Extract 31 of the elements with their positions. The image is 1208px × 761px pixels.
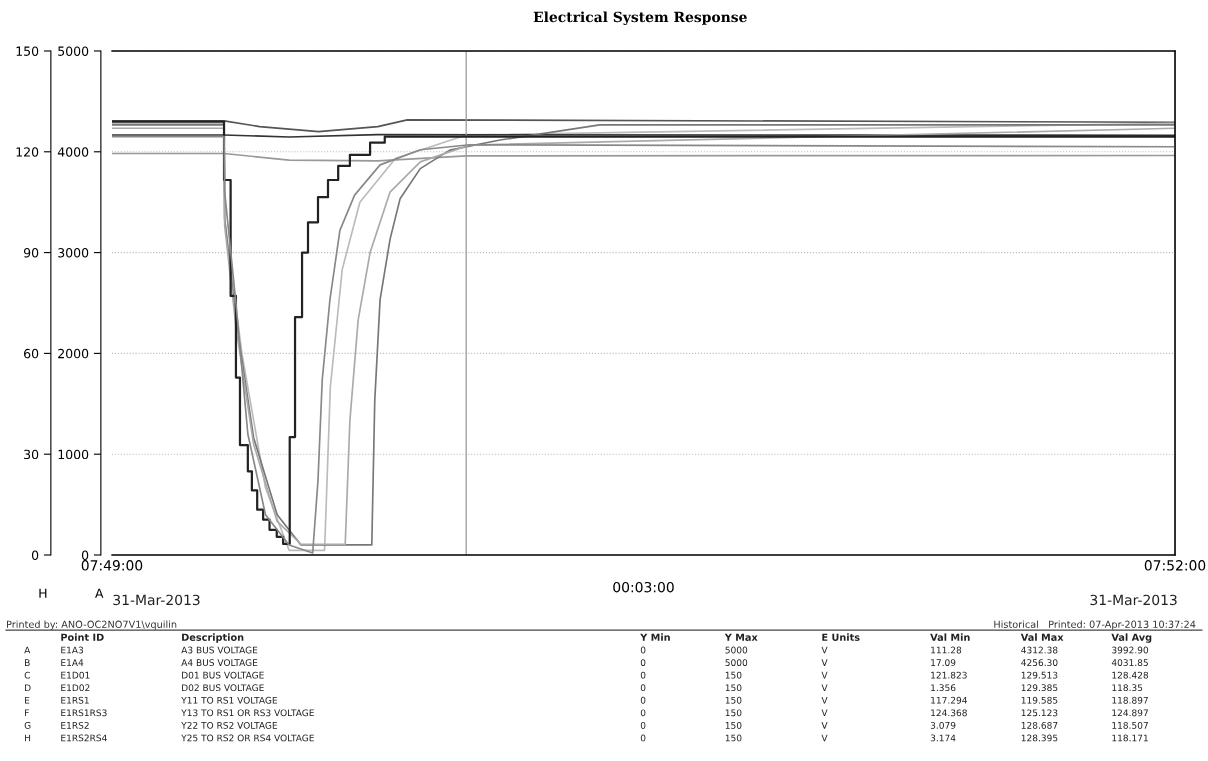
- y-tick-label: 120: [16, 147, 39, 157]
- text: A E1A3 A3 BUS VOLTAGE 0 5000 V 111.28 4312.38 3992.90: [24, 646, 1149, 654]
- text: H E1RS2RS4 Y25 TO RS2 OR RS4 VOLTAGE 0 150 V 3.174 128.395 118.171: [25, 734, 1148, 742]
- x-axis-title: 00:03:00: [613, 581, 674, 593]
- text: Point ID Description Y Min Y Max E Units Val Min Val Max Val Avg: [61, 633, 1152, 643]
- text: G E1RS2 Y22 TO RS2 VOLTAGE 0 150 V 3.079 128.687 118.507: [24, 721, 1148, 729]
- y-tick-label: 90: [23, 248, 39, 258]
- y2-tick-label: 1000: [58, 449, 89, 460]
- text: 31-Mar-2013: [1090, 594, 1177, 606]
- text: B E1A4 A4 BUS VOLTAGE 0 5000 V 17.09 4256.30 4031.85: [25, 659, 1148, 666]
- chart-title: Electrical System Response: [533, 11, 747, 26]
- y-axis-title: H: [39, 588, 47, 598]
- text: 31-Mar-2013: [113, 594, 200, 606]
- text: C E1D01 D01 BUS VOLTAGE 0 150 V 121.823 129.513 128.428: [24, 671, 1149, 679]
- text: Historical Printed: 07-Apr-2013 10:37:24: [994, 620, 1196, 630]
- y-tick-label: 60: [24, 348, 39, 359]
- y2-tick-label: 5000: [58, 46, 89, 56]
- y2-tick-label: 3000: [58, 248, 89, 258]
- x-tick-label: 07:52:00: [1144, 560, 1206, 571]
- y2-axis-title: A: [95, 588, 104, 598]
- text: F E1RS1RS3 Y13 TO RS1 OR RS3 VOLTAGE 0 150 V 124.368 125.123 124.897: [25, 709, 1148, 717]
- text: D E1D02 D02 BUS VOLTAGE 0 150 V 1.356 129.385 118.35: [25, 684, 1143, 692]
- y-tick-label: 30: [24, 449, 39, 460]
- y2-tick-label: 4000: [57, 147, 89, 157]
- text: Printed by: ANO-OC2NO7V1\vquilin: [6, 620, 177, 630]
- y-tick-label: 0: [31, 550, 39, 560]
- y2-tick-label: 2000: [58, 348, 89, 359]
- text: E E1RS1 Y11 TO RS1 VOLTAGE 0 150 V 117.294 119.585 118.897: [25, 696, 1148, 704]
- x-tick-label: 07:49:00: [81, 560, 143, 571]
- y2-tick-label: 0: [81, 550, 89, 560]
- y-tick-label: 150: [16, 46, 39, 56]
